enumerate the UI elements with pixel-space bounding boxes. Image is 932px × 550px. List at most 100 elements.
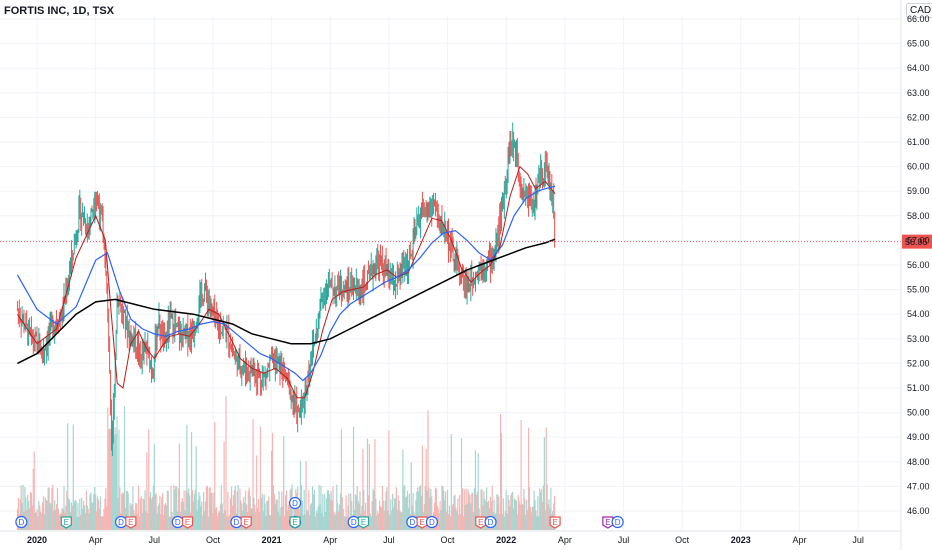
volume-bar bbox=[90, 492, 92, 530]
x-tick-label: 2023 bbox=[731, 535, 751, 545]
volume-bar bbox=[309, 515, 311, 530]
volume-bar bbox=[476, 491, 478, 530]
volume-bar bbox=[501, 514, 504, 530]
volume-bar bbox=[264, 503, 266, 530]
volume-bar bbox=[99, 496, 101, 530]
volume-bar bbox=[149, 496, 151, 530]
volume-bar bbox=[534, 500, 536, 530]
volume-bar bbox=[41, 502, 44, 530]
y-tick-label: 63.00 bbox=[907, 88, 930, 98]
volume-bar bbox=[79, 498, 81, 530]
currency-badge[interactable]: CAD bbox=[906, 3, 932, 18]
volume-bar bbox=[154, 493, 156, 530]
x-tick-label: Apr bbox=[792, 535, 806, 545]
volume-bar bbox=[215, 508, 217, 530]
volume-bar bbox=[185, 490, 187, 530]
volume-bar bbox=[461, 488, 464, 530]
volume-bar bbox=[517, 495, 519, 530]
volume-bar bbox=[228, 516, 230, 530]
volume-bar bbox=[528, 486, 531, 530]
volume-bar bbox=[229, 514, 231, 530]
volume-bar bbox=[515, 500, 518, 530]
volume-bar bbox=[392, 493, 394, 530]
volume-bar bbox=[223, 441, 225, 530]
volume-bar bbox=[437, 508, 439, 530]
volume-bar bbox=[47, 488, 49, 530]
y-tick-label: 57.00 bbox=[907, 235, 930, 245]
x-tick-label: Apr bbox=[323, 535, 337, 545]
volume-bar bbox=[302, 515, 304, 530]
volume-bar bbox=[148, 429, 150, 530]
volume-bar bbox=[322, 494, 324, 530]
volume-bar bbox=[137, 485, 140, 530]
volume-bar bbox=[338, 511, 340, 530]
marker-letter: E bbox=[605, 518, 610, 527]
volume-bar bbox=[295, 489, 297, 530]
volume-bar bbox=[227, 492, 229, 530]
volume-bar bbox=[42, 496, 45, 530]
volume-bar bbox=[375, 498, 377, 530]
volume-bar bbox=[328, 494, 330, 530]
chart-title: FORTIS INC, 1D, TSX bbox=[4, 5, 115, 17]
volume-bar bbox=[502, 498, 505, 530]
volume-bar bbox=[266, 501, 268, 530]
event-markers: DEDEDEDEDEDEDEDEDEEDD bbox=[15, 496, 624, 529]
volume-bar bbox=[28, 508, 31, 530]
volume-bar bbox=[474, 450, 477, 530]
volume-bar bbox=[163, 504, 166, 530]
volume-bar bbox=[317, 506, 319, 530]
volume-bar bbox=[342, 508, 344, 530]
volume-bar bbox=[237, 484, 239, 530]
volume-bar bbox=[86, 505, 88, 530]
volume-bar bbox=[351, 501, 353, 530]
volume-bar bbox=[444, 500, 446, 530]
volume-bar bbox=[106, 506, 108, 530]
volume-bar bbox=[24, 486, 26, 530]
volume-bar bbox=[115, 433, 117, 530]
volume-bar bbox=[529, 506, 532, 530]
volume-bar bbox=[112, 416, 114, 530]
volume-bar bbox=[57, 508, 60, 530]
volume-bar bbox=[497, 494, 499, 530]
volume-bar bbox=[445, 491, 447, 530]
volume-bar bbox=[334, 515, 336, 530]
volume-bar bbox=[512, 491, 514, 530]
volume-bar bbox=[522, 504, 524, 530]
volume-bar bbox=[421, 445, 424, 530]
time-axis: 2020 Apr Jul Oct 2021 Apr Jul Oct 2022 Apr Jul Oct 2… bbox=[0, 530, 901, 545]
volume-bar bbox=[108, 429, 110, 530]
marker-letter: E bbox=[185, 518, 190, 527]
y-tick-label: 47.00 bbox=[907, 481, 930, 491]
volume-bar bbox=[384, 500, 386, 530]
volume-bar bbox=[190, 431, 193, 530]
volume-bar bbox=[314, 516, 316, 530]
volume-bar bbox=[160, 514, 162, 530]
volume-bar bbox=[75, 501, 77, 530]
volume-bar bbox=[435, 488, 437, 530]
volume-bar bbox=[368, 444, 370, 530]
volume-bar bbox=[540, 492, 542, 530]
volume-bar bbox=[34, 512, 36, 530]
volume-bar bbox=[395, 487, 397, 530]
volume-bar bbox=[76, 516, 78, 530]
volume-bar bbox=[466, 503, 468, 530]
volume-bar bbox=[274, 503, 276, 530]
volume-bar bbox=[460, 438, 463, 530]
volume-bar bbox=[107, 407, 109, 530]
volume-bar bbox=[475, 494, 478, 530]
y-tick-label: 66.00 bbox=[907, 14, 930, 24]
volume-bar bbox=[94, 486, 96, 530]
volume-bar bbox=[178, 443, 181, 530]
volume-bar bbox=[226, 516, 228, 530]
volume-bar bbox=[109, 428, 111, 530]
volume-bar bbox=[511, 493, 513, 530]
y-tick-label: 55.00 bbox=[907, 285, 930, 295]
volume-bar bbox=[446, 489, 449, 530]
volume-bar bbox=[126, 490, 128, 530]
volume-bar bbox=[143, 499, 145, 530]
volume-bar bbox=[196, 510, 198, 530]
volume-bar bbox=[43, 514, 46, 530]
volume-bar bbox=[52, 484, 54, 530]
volume-bar bbox=[20, 485, 22, 530]
